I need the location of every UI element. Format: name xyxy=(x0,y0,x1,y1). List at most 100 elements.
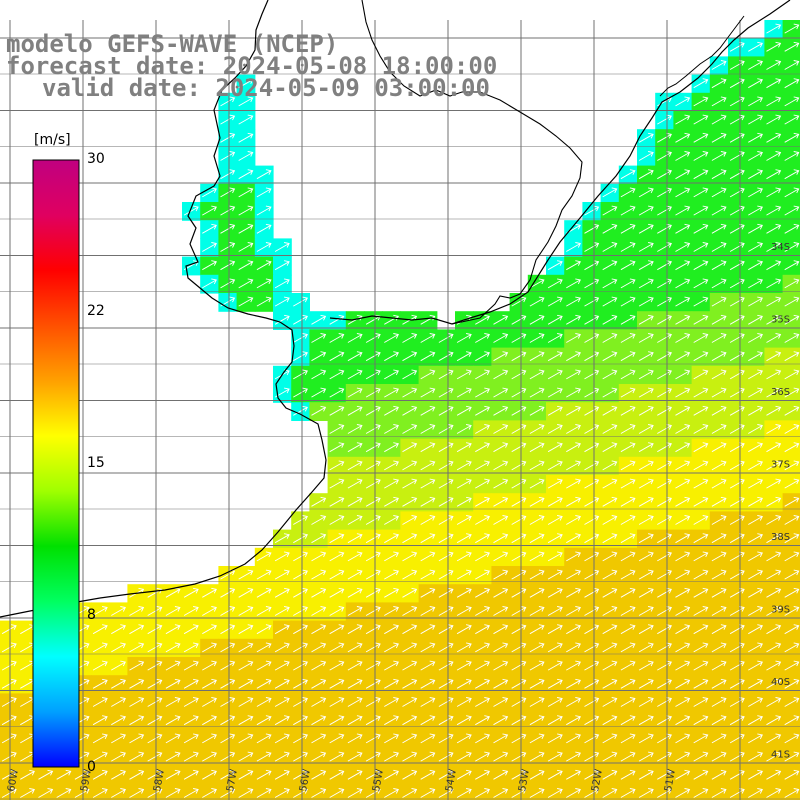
wind-arrow xyxy=(475,405,490,416)
wind-arrow xyxy=(729,78,745,89)
wind-arrow xyxy=(220,223,236,234)
wind-arrow xyxy=(693,151,709,161)
wind-arrow xyxy=(511,733,527,744)
wind-arrow xyxy=(256,715,272,726)
wind-arrow xyxy=(256,187,272,198)
wind-arrow xyxy=(657,478,672,489)
wind-arrow xyxy=(238,187,254,198)
wind-arrow xyxy=(784,205,800,216)
wind-arrow xyxy=(784,460,800,471)
field-cell xyxy=(273,784,292,804)
wind-arrow xyxy=(602,606,618,616)
wind-arrow xyxy=(602,187,618,198)
wind-arrow xyxy=(147,642,163,653)
wind-arrow xyxy=(766,278,782,289)
wind-arrow xyxy=(274,296,290,307)
wind-arrow xyxy=(129,678,145,689)
wind-arrow xyxy=(111,751,126,762)
wind-arrow xyxy=(657,132,672,143)
wind-arrow xyxy=(566,260,581,271)
wind-arrow xyxy=(584,314,600,325)
wind-arrow xyxy=(711,205,727,216)
wind-arrow xyxy=(766,624,782,635)
wind-arrow xyxy=(657,678,672,689)
wind-arrow xyxy=(456,678,472,689)
wind-arrow xyxy=(602,624,618,635)
wind-arrow xyxy=(147,751,163,762)
wind-arrow xyxy=(657,278,672,289)
wind-arrow xyxy=(529,751,545,762)
wind-arrow xyxy=(129,751,145,762)
wind-arrow xyxy=(529,788,545,798)
wind-arrow xyxy=(329,606,345,616)
wind-arrow xyxy=(638,642,654,653)
wind-arrow xyxy=(147,788,163,798)
wind-arrow xyxy=(584,678,600,689)
wind-arrow xyxy=(784,242,800,252)
wind-arrow xyxy=(748,678,763,689)
wind-arrow xyxy=(529,478,545,489)
wind-arrow xyxy=(766,333,782,343)
wind-arrow xyxy=(566,387,581,398)
wind-arrow xyxy=(711,387,727,398)
wind-arrow xyxy=(293,569,308,580)
wind-arrow xyxy=(438,515,454,525)
wind-arrow xyxy=(384,496,399,507)
wind-arrow xyxy=(711,478,727,489)
wind-arrow xyxy=(274,769,290,780)
wind-arrow xyxy=(657,424,672,434)
wind-arrow xyxy=(438,769,454,780)
wind-arrow xyxy=(311,660,327,671)
wind-arrow xyxy=(729,788,745,798)
wind-arrow xyxy=(566,242,581,252)
wind-arrow xyxy=(693,678,709,689)
wind-arrow xyxy=(693,697,709,707)
wind-arrow xyxy=(711,424,727,434)
wind-arrow xyxy=(238,223,254,234)
field-cell xyxy=(709,784,729,804)
wind-arrow xyxy=(748,314,763,325)
wind-arrow xyxy=(711,551,727,562)
wind-arrow xyxy=(711,733,727,744)
wind-arrow xyxy=(475,442,490,453)
wind-arrow xyxy=(475,387,490,398)
wind-arrow xyxy=(202,678,217,689)
wind-arrow xyxy=(274,551,290,562)
wind-arrow xyxy=(584,405,600,416)
wind-arrow xyxy=(675,169,691,180)
wind-arrow xyxy=(256,624,272,635)
longitude-label: 58W xyxy=(152,768,167,792)
field-cell xyxy=(382,784,401,804)
wind-arrow xyxy=(784,114,800,125)
wind-arrow xyxy=(165,587,181,598)
wind-arrow xyxy=(1,715,17,726)
wind-arrow xyxy=(584,369,600,380)
wind-arrow xyxy=(311,369,327,380)
wind-arrow xyxy=(311,569,327,580)
wind-arrow xyxy=(602,769,618,780)
wind-arrow xyxy=(620,533,636,544)
wind-arrow xyxy=(748,260,763,271)
field-cell xyxy=(564,784,583,804)
wind-arrow xyxy=(293,642,308,653)
wind-arrow xyxy=(638,187,654,198)
wind-arrow xyxy=(638,587,654,598)
wind-arrow xyxy=(748,642,763,653)
wind-arrow xyxy=(511,715,527,726)
wind-arrow xyxy=(402,460,418,471)
wind-arrow xyxy=(129,624,145,635)
wind-arrow xyxy=(402,606,418,616)
wind-arrow xyxy=(620,697,636,707)
wind-arrow xyxy=(566,660,581,671)
wind-arrow xyxy=(693,751,709,762)
wind-arrow xyxy=(347,587,363,598)
wind-arrow xyxy=(766,369,782,380)
wind-arrow xyxy=(274,314,290,325)
wind-arrow xyxy=(347,533,363,544)
wind-arrow xyxy=(584,387,600,398)
wind-arrow xyxy=(693,205,709,216)
wind-arrow xyxy=(129,606,145,616)
wind-arrow xyxy=(183,788,199,798)
wind-arrow xyxy=(384,369,399,380)
wind-arrow xyxy=(329,442,345,453)
